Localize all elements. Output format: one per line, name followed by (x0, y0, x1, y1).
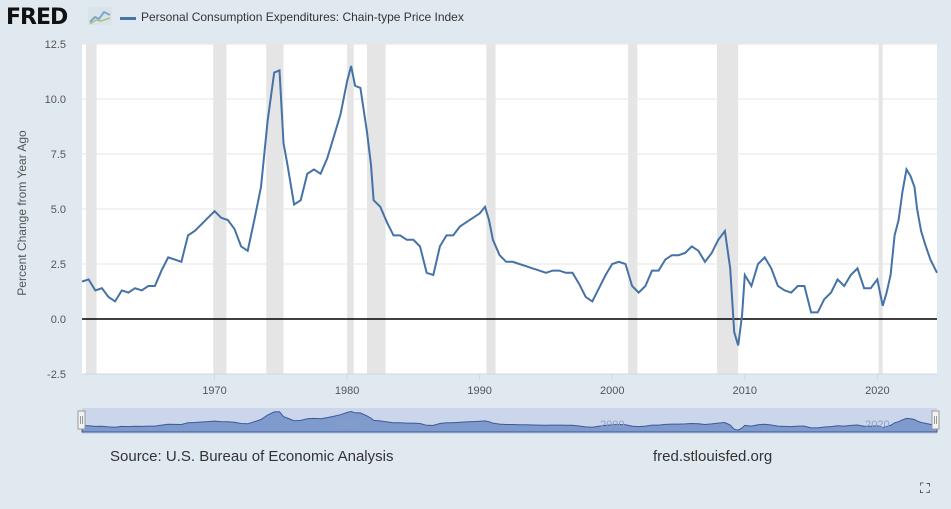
fullscreen-icon[interactable]: ⛶ (920, 480, 930, 496)
source-text: Source: U.S. Bureau of Economic Analysis (110, 448, 394, 465)
x-tick-label: 2020 (865, 385, 889, 397)
navigator-tick-label: 1980 (335, 419, 359, 431)
y-tick-label: -2.5 (47, 369, 66, 381)
legend-label[interactable]: Personal Consumption Expenditures: Chain… (141, 10, 464, 24)
chart-header: FRED Personal Consumption Expenditures: … (0, 0, 951, 36)
series-line-pce[interactable] (81, 65, 938, 346)
y-axis: -2.5 0.0 2.5 5.0 7.5 10.0 12.5 (45, 39, 66, 381)
y-axis-label: Percent Change from Year Ago (15, 130, 29, 296)
y-tick-label: 12.5 (45, 39, 66, 51)
navigator-area (81, 410, 938, 433)
x-tick-label: 2010 (733, 385, 757, 397)
x-axis: 1970 1980 1990 2000 2010 2020 (82, 373, 937, 397)
y-tick-label: 2.5 (51, 259, 66, 271)
y-tick-label: 7.5 (51, 149, 66, 161)
x-tick-label: 1980 (335, 385, 359, 397)
y-tick-label: 5.0 (51, 204, 66, 216)
y-tick-label: 0.0 (51, 314, 66, 326)
x-tick-label: 1990 (467, 385, 491, 397)
range-navigator[interactable]: 1980 2000 2020 (77, 408, 940, 434)
x-tick-label: 2000 (600, 385, 624, 397)
fred-chart-logo-icon (88, 7, 112, 25)
navigator-handle-left[interactable] (77, 410, 86, 430)
navigator-tick-label: 2000 (600, 419, 624, 431)
navigator-tick-label: 2020 (865, 419, 889, 431)
x-tick-label: 1970 (202, 385, 226, 397)
legend-swatch (120, 17, 136, 20)
navigator-handle-right[interactable] (931, 410, 940, 430)
y-tick-label: 10.0 (45, 94, 66, 106)
navigator-labels: 1980 2000 2020 (335, 419, 890, 431)
fred-logo[interactable]: FRED (6, 5, 68, 30)
site-link[interactable]: fred.stlouisfed.org (653, 448, 773, 465)
